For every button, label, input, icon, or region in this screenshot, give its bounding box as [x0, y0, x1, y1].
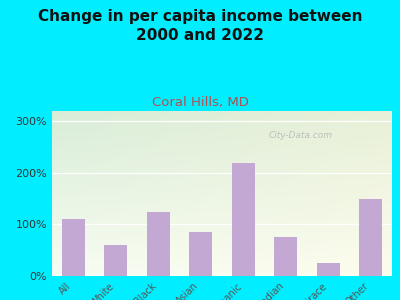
Text: Coral Hills, MD: Coral Hills, MD [152, 96, 248, 109]
Bar [189, 232, 212, 276]
Bar [274, 237, 298, 276]
Text: Change in per capita income between
2000 and 2022: Change in per capita income between 2000… [38, 9, 362, 43]
Bar [316, 263, 340, 276]
Bar [146, 212, 170, 276]
Text: City-Data.com: City-Data.com [268, 131, 332, 140]
Bar [359, 199, 382, 276]
Bar [232, 163, 255, 276]
Bar [62, 219, 85, 276]
Bar [104, 245, 128, 276]
